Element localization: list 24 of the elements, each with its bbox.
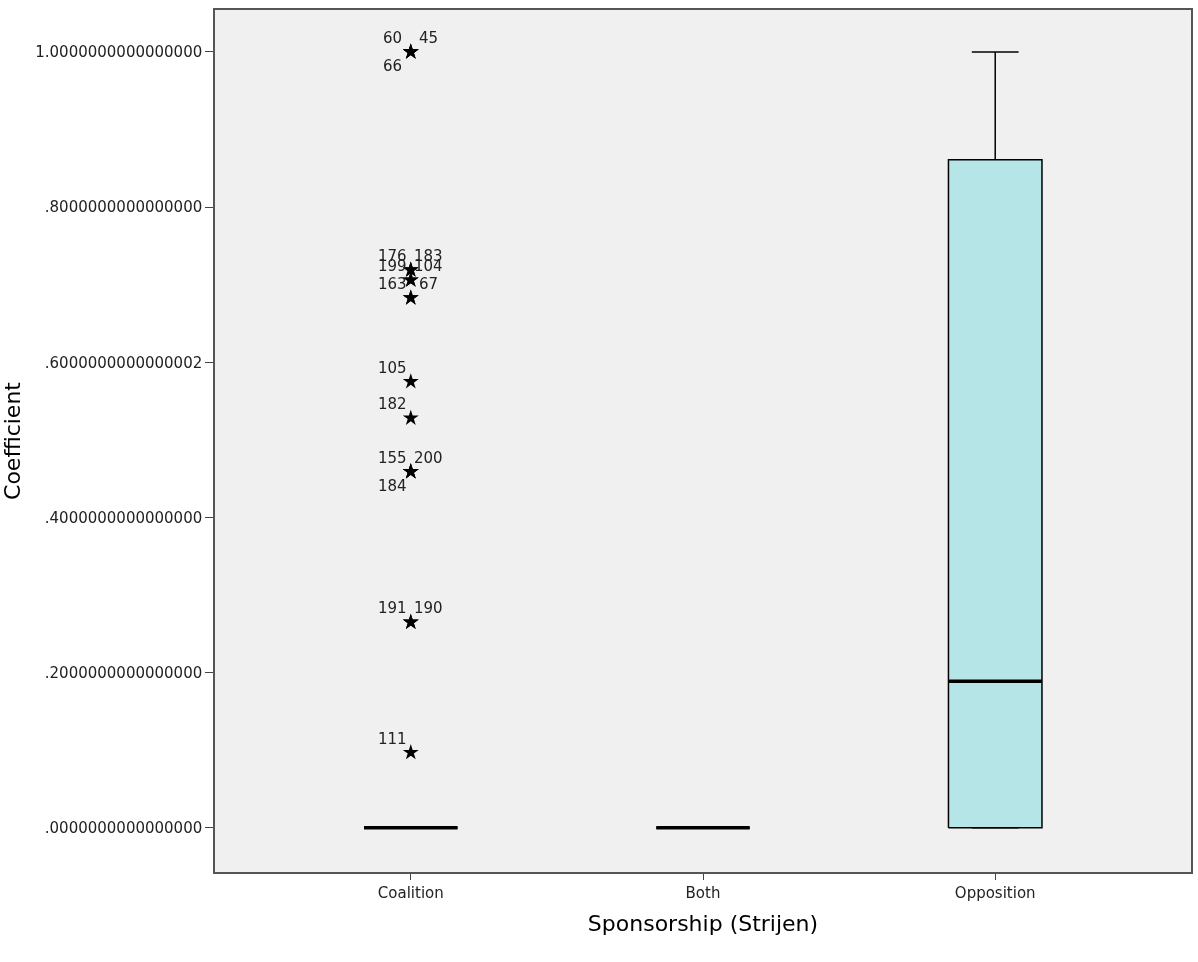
annotation: 155 (378, 449, 407, 467)
annotation: 190 (414, 599, 443, 617)
annotation: 184 (378, 477, 407, 495)
annotation: 60 (383, 29, 403, 47)
y-tick-label: .6000000000000002 (44, 353, 203, 372)
annotation: 66 (383, 57, 403, 75)
x-axis-title: Sponsorship (Strijen) (587, 911, 819, 937)
annotation: 200 (414, 449, 443, 467)
annotation: 67 (419, 275, 439, 293)
annotation: 45 (419, 29, 439, 47)
x-tick-label: Coalition (377, 883, 444, 902)
y-tick-label: 1.0000000000000000 (35, 43, 203, 62)
annotation: 105 (378, 359, 407, 377)
y-tick-label: .2000000000000000 (44, 663, 203, 682)
x-tick-label: Both (685, 883, 721, 902)
y-tick-label: .0000000000000000 (44, 819, 203, 838)
annotation: 191 (378, 599, 407, 617)
annotation: 163 (378, 275, 407, 293)
annotation: 182 (378, 395, 407, 413)
y-tick-label: .4000000000000000 (44, 508, 203, 527)
x-tick-label: Opposition (954, 883, 1036, 902)
y-axis-title: Coefficient (0, 381, 25, 500)
annotation: 111 (378, 730, 407, 748)
y-tick-label: .8000000000000000 (44, 198, 203, 217)
